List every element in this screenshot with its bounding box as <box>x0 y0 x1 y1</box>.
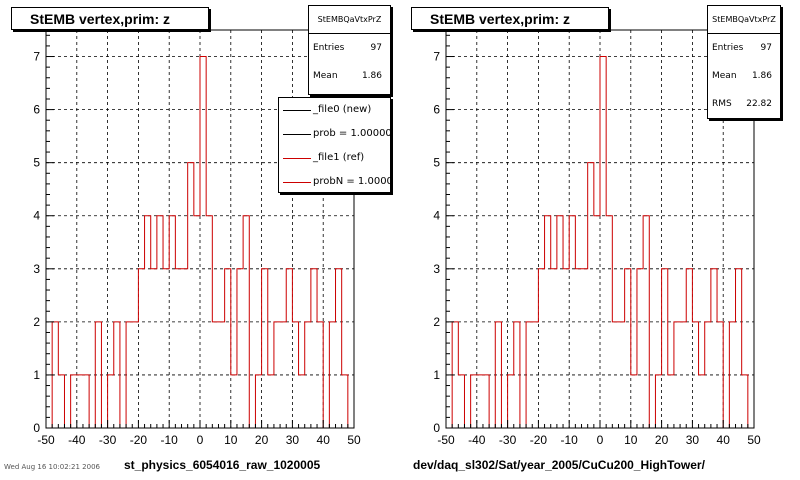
x-tick-label: -10 <box>161 433 179 447</box>
legend-entry-probn: probN = 1.000000 <box>279 170 390 192</box>
right-stats-mean-key: Mean <box>712 71 737 81</box>
y-tick-label: 2 <box>33 315 40 329</box>
footer-timestamp: Wed Aug 16 10:02:21 2006 <box>4 463 100 471</box>
right-stats-entries-row: Entries 97 <box>708 34 780 62</box>
y-tick-label: 3 <box>33 262 40 276</box>
right-stats-mean-value: 1.86 <box>751 71 772 81</box>
y-tick-label: 6 <box>433 103 440 117</box>
left-stats-entries-key: Entries <box>313 43 345 53</box>
x-tick-label: 50 <box>747 433 761 447</box>
right-x-caption: dev/daq_sl302/Sat/year_2005/CuCu200_High… <box>413 458 705 472</box>
right-stats-entries-value: 97 <box>760 43 772 53</box>
legend-swatch-prob <box>283 134 311 135</box>
y-tick-label: 6 <box>33 103 40 117</box>
left-legend: _file0 (new) prob = 1.000000 _file1 (ref… <box>278 97 391 193</box>
right-stats-rms-key: RMS <box>712 99 732 109</box>
x-tick-label: 40 <box>317 433 331 447</box>
legend-label-prob: prob = 1.000000 <box>313 128 391 139</box>
legend-entry-prob: prob = 1.000000 <box>279 122 390 146</box>
x-tick-label: 30 <box>286 433 300 447</box>
left-x-caption: st_physics_6054016_raw_1020005 <box>124 458 321 472</box>
legend-entry-file0: _file0 (new) <box>279 98 390 122</box>
left-stats-box: StEMBQaVtxPrZ Entries 97 Mean 1.86 <box>308 5 391 95</box>
x-tick-label: 20 <box>655 433 669 447</box>
x-tick-label: 0 <box>597 433 604 447</box>
legend-swatch-file0 <box>283 110 311 111</box>
x-tick-label: -20 <box>130 433 148 447</box>
y-tick-label: 0 <box>33 421 40 435</box>
histogram-series <box>446 56 754 429</box>
left-stats-mean-value: 1.86 <box>361 71 382 81</box>
y-tick-label: 3 <box>433 262 440 276</box>
x-tick-label: -40 <box>68 433 86 447</box>
y-tick-label: 7 <box>433 50 440 64</box>
left-stats-name: StEMBQaVtxPrZ <box>309 6 390 34</box>
x-tick-label: 20 <box>255 433 269 447</box>
left-stats-mean-key: Mean <box>313 71 338 81</box>
x-tick-label: 10 <box>224 433 238 447</box>
y-tick-label: 7 <box>33 50 40 64</box>
right-stats-mean-row: Mean 1.86 <box>708 62 780 90</box>
y-tick-label: 2 <box>433 315 440 329</box>
x-tick-label: -50 <box>437 433 455 447</box>
x-tick-label: 50 <box>347 433 361 447</box>
legend-label-probn: probN = 1.000000 <box>313 176 390 187</box>
right-stats-rms-row: RMS 22.82 <box>708 90 780 118</box>
left-stats-entries-value: 97 <box>370 43 382 53</box>
left-histogram-chart: -50 -40 -30 -20 -10 0 10 20 30 40 50 0 1 2 3 4 5 6 7 <box>33 29 361 447</box>
x-tick-label: -30 <box>499 433 517 447</box>
right-histogram-title: StEMB vertex,prim: z <box>411 7 609 30</box>
y-tick-label: 1 <box>433 368 440 382</box>
x-tick-label: -10 <box>561 433 579 447</box>
left-histogram-title: StEMB vertex,prim: z <box>11 7 209 30</box>
y-tick-label: 0 <box>433 421 440 435</box>
legend-label-file0: _file0 (new) <box>313 104 372 115</box>
left-stats-mean-row: Mean 1.86 <box>309 62 390 90</box>
right-stats-name: StEMBQaVtxPrZ <box>708 6 780 34</box>
right-stats-rms-value: 22.82 <box>746 99 772 109</box>
legend-swatch-probn <box>283 182 311 183</box>
x-tick-label: -50 <box>37 433 55 447</box>
y-tick-label: 5 <box>433 156 440 170</box>
legend-entry-file1: _file1 (ref) <box>279 146 390 170</box>
x-tick-label: 10 <box>624 433 638 447</box>
right-stats-box: StEMBQaVtxPrZ Entries 97 Mean 1.86 RMS 2… <box>707 5 781 119</box>
x-tick-label: -20 <box>530 433 548 447</box>
x-tick-label: -40 <box>468 433 486 447</box>
legend-swatch-file1 <box>283 158 311 159</box>
x-tick-label: 0 <box>197 433 204 447</box>
y-tick-label: 4 <box>433 209 440 223</box>
left-stats-entries-row: Entries 97 <box>309 34 390 62</box>
y-tick-label: 4 <box>33 209 40 223</box>
x-tick-label: -30 <box>99 433 117 447</box>
right-stats-entries-key: Entries <box>712 43 744 53</box>
x-tick-label: 40 <box>717 433 731 447</box>
y-tick-label: 5 <box>33 156 40 170</box>
histogram-series <box>46 56 354 429</box>
legend-label-file1: _file1 (ref) <box>313 152 365 163</box>
x-tick-label: 30 <box>686 433 700 447</box>
y-tick-label: 1 <box>33 368 40 382</box>
